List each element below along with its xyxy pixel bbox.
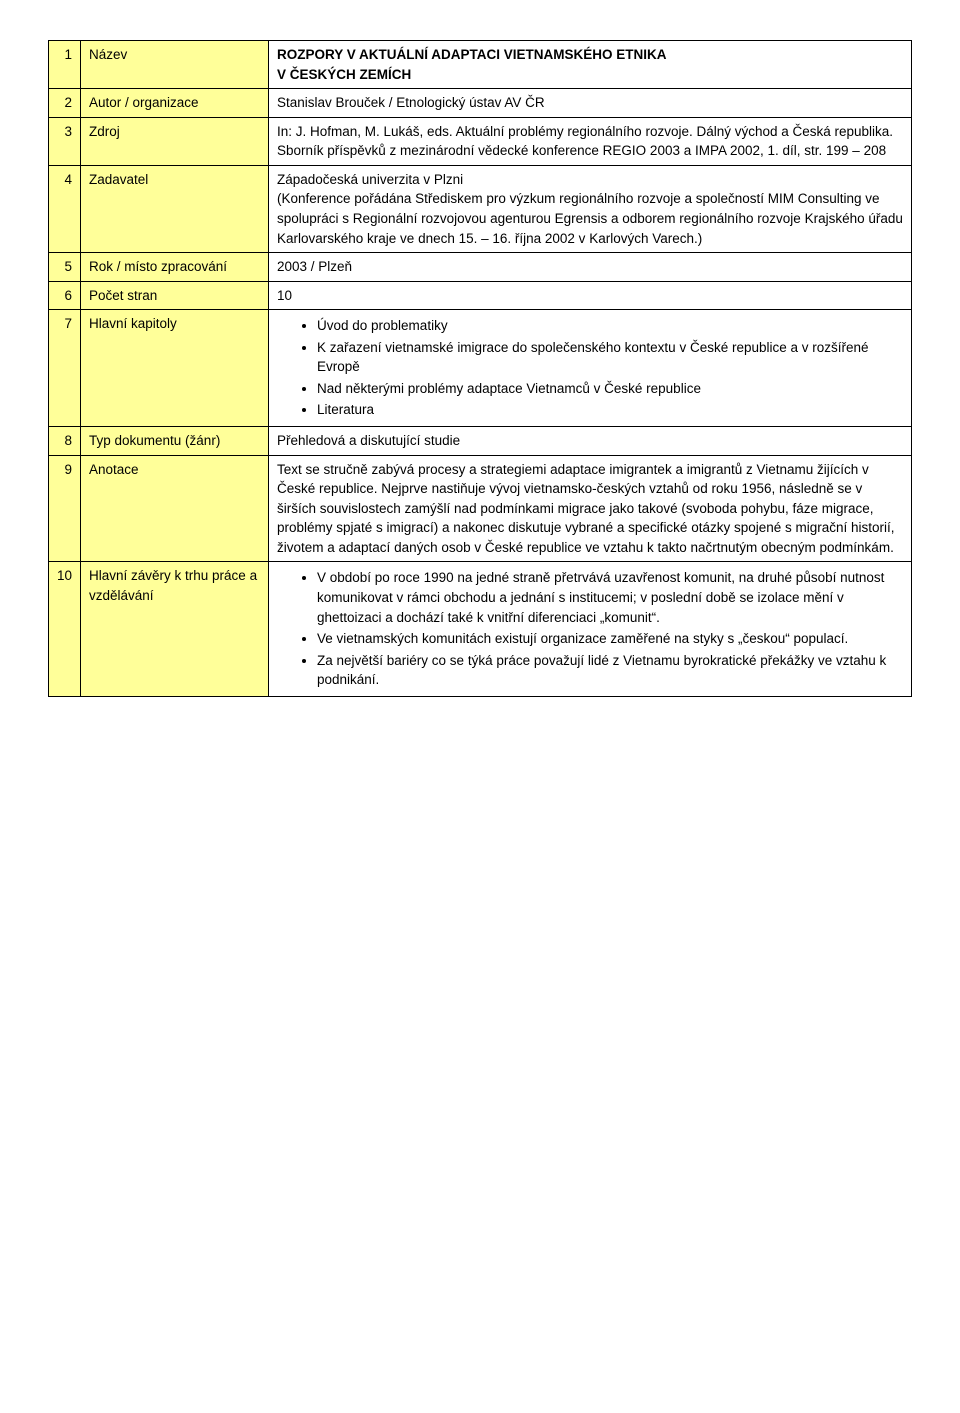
list-item: Ve vietnamských komunitách existují orga… <box>317 629 903 649</box>
list-item: Literatura <box>317 400 903 420</box>
row-label: Rok / místo zpracování <box>81 253 269 282</box>
table-row: 3 Zdroj In: J. Hofman, M. Lukáš, eds. Ak… <box>49 117 912 165</box>
row-number: 8 <box>49 427 81 456</box>
row-number: 7 <box>49 310 81 427</box>
row-number: 10 <box>49 562 81 696</box>
table-row: 4 Zadavatel Západočeská univerzita v Plz… <box>49 165 912 252</box>
table-row: 9 Anotace Text se stručně zabývá procesy… <box>49 455 912 562</box>
table-row: 10 Hlavní závěry k trhu práce a vzdělává… <box>49 562 912 696</box>
row-number: 5 <box>49 253 81 282</box>
row-content: ROZPORY V AKTUÁLNÍ ADAPTACI VIETNAMSKÉHO… <box>269 41 912 89</box>
row-label: Počet stran <box>81 281 269 310</box>
row-content: In: J. Hofman, M. Lukáš, eds. Aktuální p… <box>269 117 912 165</box>
chapter-list: Úvod do problematiky K zařazení vietnams… <box>277 316 903 420</box>
row-content: Stanislav Brouček / Etnologický ústav AV… <box>269 89 912 118</box>
row-label: Hlavní závěry k trhu práce a vzdělávání <box>81 562 269 696</box>
list-item: Úvod do problematiky <box>317 316 903 336</box>
list-item: Za největší bariéry co se týká práce pov… <box>317 651 903 690</box>
row-number: 6 <box>49 281 81 310</box>
row-number: 9 <box>49 455 81 562</box>
row-content: Úvod do problematiky K zařazení vietnams… <box>269 310 912 427</box>
row-label: Typ dokumentu (žánr) <box>81 427 269 456</box>
list-item: V období po roce 1990 na jedné straně př… <box>317 568 903 627</box>
row-content: 10 <box>269 281 912 310</box>
row-content: V období po roce 1990 na jedné straně př… <box>269 562 912 696</box>
table-row: 2 Autor / organizace Stanislav Brouček /… <box>49 89 912 118</box>
conclusions-list: V období po roce 1990 na jedné straně př… <box>277 568 903 689</box>
row-label: Název <box>81 41 269 89</box>
table-row: 1 Název ROZPORY V AKTUÁLNÍ ADAPTACI VIET… <box>49 41 912 89</box>
row-content: Západočeská univerzita v Plzni (Konferen… <box>269 165 912 252</box>
title-line-1: ROZPORY V AKTUÁLNÍ ADAPTACI VIETNAMSKÉHO… <box>277 45 903 65</box>
row-label: Zdroj <box>81 117 269 165</box>
row-content: 2003 / Plzeň <box>269 253 912 282</box>
table-row: 6 Počet stran 10 <box>49 281 912 310</box>
row-label: Anotace <box>81 455 269 562</box>
metadata-table: 1 Název ROZPORY V AKTUÁLNÍ ADAPTACI VIET… <box>48 40 912 697</box>
row-number: 4 <box>49 165 81 252</box>
row-label: Autor / organizace <box>81 89 269 118</box>
row-number: 3 <box>49 117 81 165</box>
table-row: 5 Rok / místo zpracování 2003 / Plzeň <box>49 253 912 282</box>
table-row: 7 Hlavní kapitoly Úvod do problematiky K… <box>49 310 912 427</box>
row-number: 2 <box>49 89 81 118</box>
row-label: Zadavatel <box>81 165 269 252</box>
row-label: Hlavní kapitoly <box>81 310 269 427</box>
row-number: 1 <box>49 41 81 89</box>
list-item: K zařazení vietnamské imigrace do společ… <box>317 338 903 377</box>
table-row: 8 Typ dokumentu (žánr) Přehledová a disk… <box>49 427 912 456</box>
list-item: Nad některými problémy adaptace Vietnamc… <box>317 379 903 399</box>
title-line-2: V ČESKÝCH ZEMÍCH <box>277 65 903 85</box>
row-content: Text se stručně zabývá procesy a strateg… <box>269 455 912 562</box>
row-content: Přehledová a diskutující studie <box>269 427 912 456</box>
